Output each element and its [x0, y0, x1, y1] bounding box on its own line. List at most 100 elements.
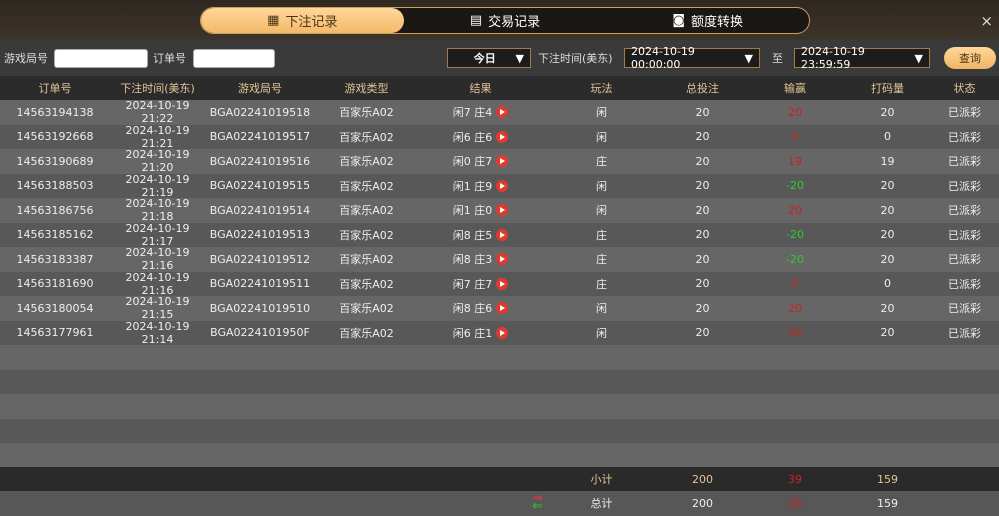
cell-order-id: 14563183387 — [0, 247, 110, 272]
cell-win-loss: 20 — [745, 100, 845, 125]
column-header-order-id: 订单号 — [38, 82, 72, 95]
cell-text: 已派彩 — [948, 106, 981, 120]
cell-text: 0 — [791, 277, 799, 291]
cell-text: 20 — [695, 228, 710, 242]
play-replay-icon[interactable] — [496, 179, 509, 192]
cell-game-type: 百家乐A02 — [315, 296, 418, 321]
order-input[interactable] — [193, 48, 275, 68]
cell-status: 已派彩 — [930, 125, 999, 150]
play-replay-icon[interactable] — [496, 204, 509, 217]
table-row: 14563177961 2024-10-19 21:14 BGA0224101950… — [0, 320, 999, 346]
play-replay-icon[interactable] — [496, 130, 509, 143]
cell-text: -20 — [786, 179, 804, 193]
play-replay-icon[interactable] — [496, 277, 509, 290]
empty-row — [0, 443, 999, 468]
cell-order-id: 14563188503 — [0, 174, 110, 199]
refresh-arrows-icon[interactable]: ⇒ ⇐ — [532, 491, 543, 515]
tab-bet-records[interactable]: ▦ 下注记录 — [201, 8, 404, 33]
cell-text: 2024-10-19 21:16 — [125, 270, 190, 297]
start-time-select[interactable]: 2024-10-19 00:00:00 ▼ — [624, 45, 760, 71]
cell-text: 闲8 庄6 — [452, 302, 493, 316]
cell-text: 闲8 庄5 — [452, 228, 493, 242]
cell-text: 百家乐A02 — [339, 253, 394, 267]
cell-game-round: BGA02241019510 — [205, 296, 315, 321]
cell-bet-time: 2024-10-19 21:20 — [110, 148, 205, 174]
date-preset-select[interactable]: 今日 ▼ — [447, 48, 531, 68]
cell-text: 14563192668 — [16, 130, 94, 144]
play-replay-icon[interactable] — [496, 253, 509, 266]
cell-turnover: 20 — [845, 174, 930, 199]
caret-down-icon: ▼ — [744, 51, 753, 65]
cell-text: 14563180054 — [16, 301, 94, 315]
cell-game-type: 百家乐A02 — [315, 247, 418, 272]
cell-bet-type: 闲 — [543, 296, 660, 321]
cell-result: 闲1 庄9 — [418, 174, 543, 199]
empty-row — [0, 345, 999, 370]
cell-text: BGA02241019516 — [209, 154, 311, 168]
cell-total-bet: 20 — [660, 149, 745, 174]
cell-text: 20 — [788, 105, 802, 119]
tab-credit-transfer[interactable]: ◙ 额度转换 — [672, 13, 743, 30]
cell-order-id: 14563186756 — [0, 198, 110, 223]
cell-text: 20 — [695, 301, 710, 315]
cell-text: 闲 — [596, 130, 607, 144]
cell-text: 庄 — [596, 277, 607, 291]
close-icon[interactable]: × — [980, 12, 993, 30]
tab-transaction-records[interactable]: ▤ 交易记录 — [469, 13, 541, 30]
cell-bet-type: 庄 — [543, 247, 660, 272]
column-header-status: 状态 — [953, 82, 976, 95]
cell-text: 百家乐A02 — [339, 130, 394, 144]
cell-text: 19 — [788, 154, 802, 168]
cell-result: 闲7 庄7 — [418, 272, 543, 297]
cell-text: 百家乐A02 — [339, 204, 394, 218]
cell-game-type: 百家乐A02 — [315, 321, 418, 346]
cell-text: 闲0 庄7 — [452, 155, 493, 169]
cell-text: 已派彩 — [948, 277, 981, 291]
end-time-select[interactable]: 2024-10-19 23:59:59 ▼ — [794, 45, 930, 71]
play-replay-icon[interactable] — [496, 155, 509, 168]
cell-text: 20 — [695, 154, 710, 168]
cell-status: 已派彩 — [930, 198, 999, 223]
cell-game-round: BGA02241019512 — [205, 247, 315, 272]
order-label: 订单号 — [153, 52, 186, 65]
cell-status: 已派彩 — [930, 100, 999, 125]
play-replay-icon[interactable] — [496, 106, 509, 119]
empty-row — [0, 369, 999, 394]
cell-status: 已派彩 — [930, 174, 999, 199]
game-round-input[interactable] — [54, 48, 148, 68]
cell-text: 20 — [880, 252, 895, 266]
cell-text: 闲 — [596, 204, 607, 218]
cell-game-round: BGA02241019517 — [205, 125, 315, 150]
cell-game-type: 百家乐A02 — [315, 272, 418, 297]
play-replay-icon[interactable] — [496, 228, 509, 241]
cell-game-type: 百家乐A02 — [315, 223, 418, 248]
column-header-game-round: 游戏局号 — [238, 82, 282, 95]
cell-text: 庄 — [596, 228, 607, 242]
cell-status: 已派彩 — [930, 149, 999, 174]
cell-text: 闲1 庄0 — [452, 204, 493, 218]
cell-text: 百家乐A02 — [339, 155, 394, 169]
cell-text: 14563185162 — [16, 228, 94, 242]
play-replay-icon[interactable] — [496, 326, 509, 339]
cell-game-type: 百家乐A02 — [315, 125, 418, 150]
cell-order-id: 14563177961 — [0, 321, 110, 346]
total-row: ⇒ ⇐ 总计 200 39 159 — [0, 491, 999, 516]
cell-text: -20 — [786, 252, 804, 266]
cell-bet-type: 闲 — [543, 100, 660, 125]
cell-text: BGA02241019515 — [209, 179, 311, 193]
cell-text: 14563188503 — [16, 179, 94, 193]
play-replay-icon[interactable] — [496, 302, 509, 315]
cell-text: 闲7 庄4 — [452, 106, 493, 120]
cell-text: BGA02241019517 — [209, 130, 311, 144]
query-button[interactable]: 查询 — [944, 47, 996, 69]
cell-status: 已派彩 — [930, 247, 999, 272]
cell-text: 20 — [695, 277, 710, 291]
cell-text: 2024-10-19 21:21 — [125, 123, 190, 150]
cell-turnover: 20 — [845, 321, 930, 346]
cell-text: 庄 — [596, 155, 607, 169]
cell-text: 闲6 庄1 — [452, 326, 493, 340]
cell-game-type: 百家乐A02 — [315, 174, 418, 199]
cell-turnover: 19 — [845, 149, 930, 174]
column-header-bet-time: 下注时间(美东) — [120, 82, 195, 95]
cell-text: 已派彩 — [948, 228, 981, 242]
